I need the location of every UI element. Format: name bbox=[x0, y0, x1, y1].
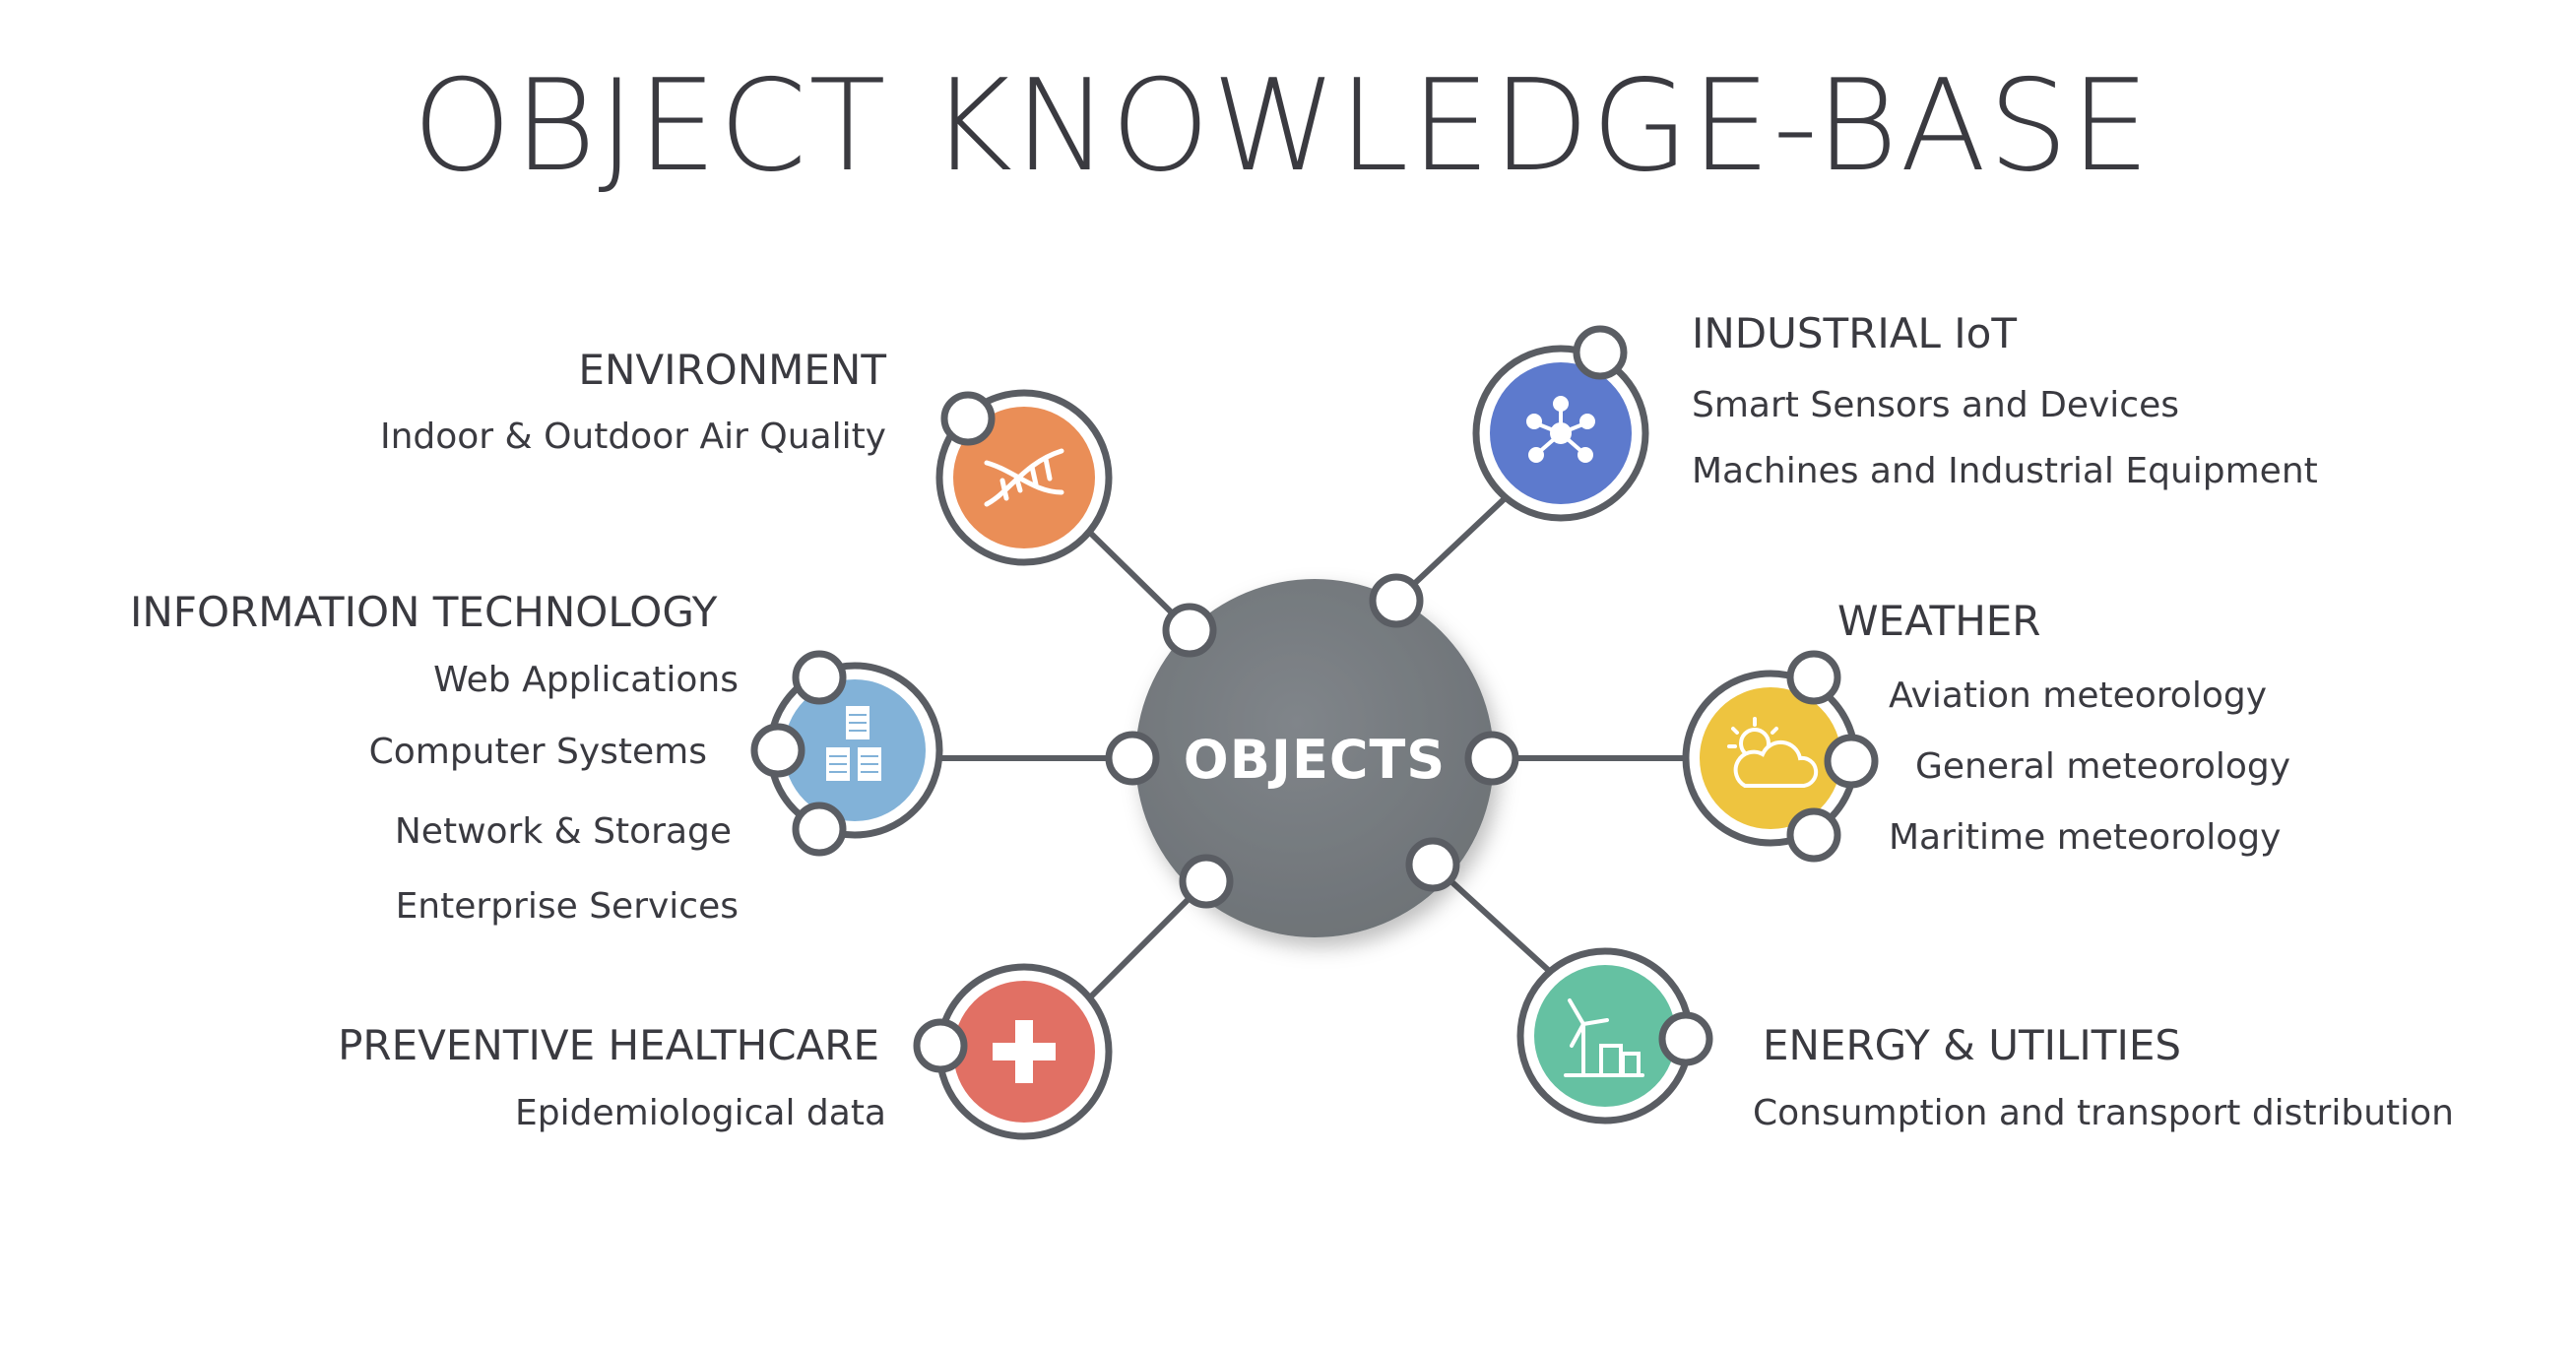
industrial-iot-heading: INDUSTRIAL IoT bbox=[1692, 309, 2017, 357]
information-technology-item: Computer Systems bbox=[369, 732, 707, 772]
industrial-iot-item: Machines and Industrial Equipment bbox=[1692, 451, 2318, 491]
objects-environment-connector bbox=[1162, 603, 1217, 658]
energy-utilities-labels: ENERGY & UTILITIES Consumption and trans… bbox=[1753, 1021, 2454, 1133]
wind-turbine-icon bbox=[1564, 998, 1644, 1077]
dna-icon bbox=[984, 448, 1064, 507]
information-technology-circle bbox=[784, 679, 926, 821]
servers-icon bbox=[824, 704, 883, 783]
objects-energy-connector bbox=[1405, 837, 1460, 892]
preventive-healthcare-node bbox=[913, 963, 1113, 1140]
information-technology-labels: INFORMATION TECHNOLOGY Web Applications … bbox=[130, 588, 739, 927]
weather-item: Maritime meteorology bbox=[1889, 817, 2281, 858]
network-node-icon bbox=[1526, 396, 1595, 463]
industrial-iot-node bbox=[1472, 325, 1649, 522]
objects-iot-connector bbox=[1369, 573, 1424, 628]
objects-center-circle bbox=[1135, 579, 1494, 937]
information-technology-heading: INFORMATION TECHNOLOGY bbox=[130, 588, 718, 636]
objects-center-label: OBJECTS bbox=[1184, 729, 1446, 791]
preventive-healthcare-heading: PREVENTIVE HEALTHCARE bbox=[338, 1021, 879, 1069]
weather-item: Aviation meteorology bbox=[1889, 675, 2267, 716]
energy-utilities-node bbox=[1516, 947, 1713, 1124]
page-title: OBJECT KNOWLEDGE-BASE bbox=[413, 53, 2152, 200]
objects-center-node: OBJECTS bbox=[1135, 579, 1494, 937]
environment-item: Indoor & Outdoor Air Quality bbox=[380, 417, 886, 457]
information-technology-item: Web Applications bbox=[433, 660, 739, 700]
objects-it-connector bbox=[1105, 731, 1160, 786]
weather-labels: WEATHER Aviation meteorology General met… bbox=[1837, 597, 2290, 858]
objects-healthcare-connector bbox=[1179, 854, 1234, 909]
energy-utilities-item: Consumption and transport distribution bbox=[1753, 1093, 2454, 1133]
preventive-healthcare-labels: PREVENTIVE HEALTHCARE Epidemiological da… bbox=[338, 1021, 886, 1133]
preventive-healthcare-item: Epidemiological data bbox=[515, 1093, 886, 1133]
information-technology-node bbox=[750, 650, 943, 857]
environment-heading: ENVIRONMENT bbox=[578, 346, 886, 394]
weather-item: General meteorology bbox=[1915, 746, 2290, 787]
information-technology-item: Enterprise Services bbox=[396, 886, 739, 927]
industrial-iot-labels: INDUSTRIAL IoT Smart Sensors and Devices… bbox=[1692, 309, 2318, 491]
weather-heading: WEATHER bbox=[1837, 597, 2041, 645]
weather-node bbox=[1682, 650, 1879, 863]
environment-circle bbox=[953, 407, 1095, 548]
energy-utilities-heading: ENERGY & UTILITIES bbox=[1763, 1021, 2181, 1069]
objects-weather-connector bbox=[1464, 731, 1519, 786]
environment-node bbox=[935, 389, 1113, 566]
industrial-iot-item: Smart Sensors and Devices bbox=[1692, 385, 2179, 425]
plus-icon bbox=[993, 1020, 1056, 1083]
sun-cloud-icon bbox=[1727, 717, 1819, 788]
energy-utilities-circle bbox=[1534, 965, 1676, 1107]
information-technology-item: Network & Storage bbox=[395, 811, 732, 852]
environment-labels: ENVIRONMENT Indoor & Outdoor Air Quality bbox=[380, 346, 886, 457]
